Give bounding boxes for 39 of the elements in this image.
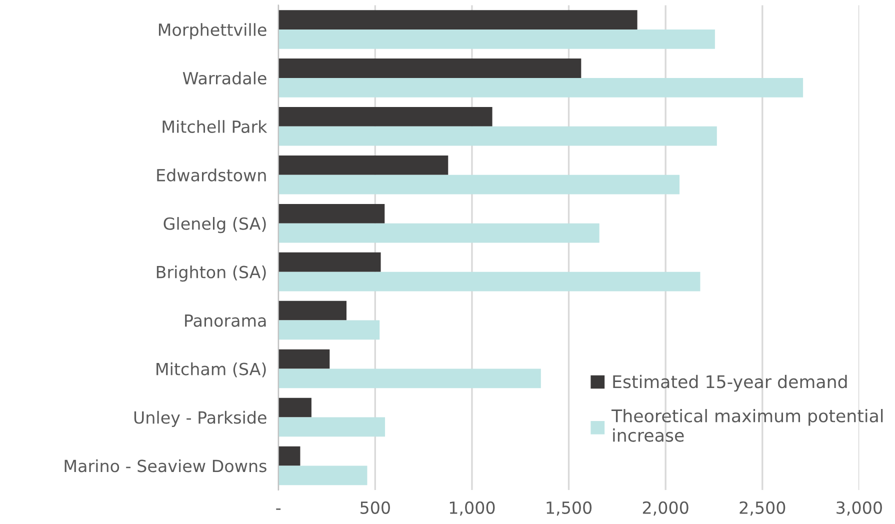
bar	[278, 272, 700, 292]
bar	[278, 174, 680, 194]
y-tick-label: Glenelg (SA)	[164, 217, 266, 234]
bar	[278, 10, 638, 30]
y-tick-label: Edwardstown	[157, 168, 266, 182]
x-tick-label: 3,000	[836, 501, 882, 516]
bar	[278, 252, 381, 272]
bar	[278, 126, 717, 146]
y-tick-label: Marino - Seaview Downs	[64, 459, 266, 472]
x-tick-label: -	[276, 508, 281, 510]
bar	[278, 107, 492, 126]
y-tick-label: Morphettville	[158, 23, 266, 40]
bar	[278, 368, 541, 388]
bar	[278, 58, 582, 78]
x-tick-label: 500	[360, 501, 390, 514]
bar	[278, 29, 715, 49]
bar	[278, 446, 300, 466]
bar	[278, 204, 385, 224]
bar	[278, 223, 600, 243]
bar	[278, 155, 448, 175]
bar	[278, 320, 380, 340]
y-tick-label: Brighton (SA)	[156, 265, 266, 282]
y-tick-label: Mitcham (SA)	[156, 362, 266, 378]
bar	[278, 466, 368, 486]
y-tick-label: Panorama	[185, 314, 266, 327]
bar	[278, 78, 804, 98]
bar	[278, 417, 386, 437]
legend-label: Theoretical maximum potential increase	[611, 408, 883, 442]
y-tick-label: Warradale	[182, 72, 266, 85]
bar	[278, 349, 330, 369]
x-tick-label: 1,000	[450, 501, 495, 516]
x-tick-label: 1,500	[546, 501, 592, 516]
y-tick-label: Mitchell Park	[162, 120, 268, 133]
bar	[278, 398, 312, 418]
y-tick-label: Unley - Parkside	[134, 410, 266, 428]
bar	[278, 300, 346, 320]
legend-label: Estimated 15-year demand	[613, 374, 847, 392]
x-tick-label: 2,000	[642, 501, 688, 516]
x-tick-label: 2,500	[740, 501, 786, 516]
